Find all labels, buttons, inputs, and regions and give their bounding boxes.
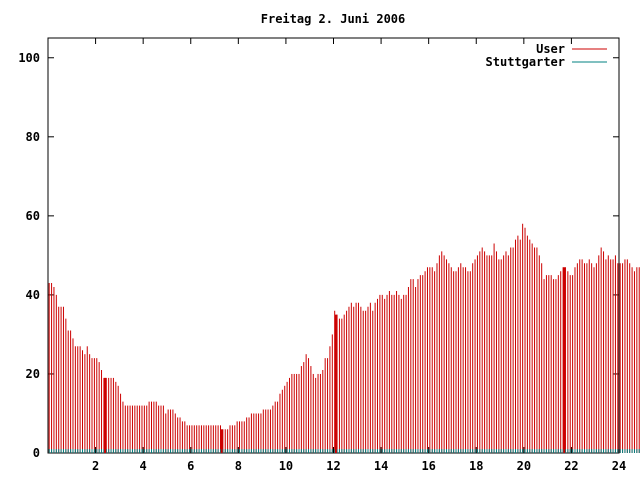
x-tick-label: 14	[374, 459, 388, 473]
chart-title: Freitag 2. Juni 2006	[261, 12, 406, 26]
x-tick-label: 20	[517, 459, 531, 473]
y-tick-label: 100	[18, 51, 40, 65]
y-tick-label: 60	[26, 209, 40, 223]
y-tick-label: 0	[33, 446, 40, 460]
legend-label-user: User	[536, 42, 565, 56]
x-tick-label: 22	[564, 459, 578, 473]
y-tick-label: 40	[26, 288, 40, 302]
y-tick-label: 80	[26, 130, 40, 144]
x-tick-label: 24	[612, 459, 626, 473]
x-tick-label: 6	[187, 459, 194, 473]
x-tick-label: 18	[469, 459, 483, 473]
legend: User Stuttgarter	[486, 42, 607, 69]
x-tick-label: 4	[140, 459, 147, 473]
x-tick-label: 16	[421, 459, 435, 473]
x-tick-label: 12	[326, 459, 340, 473]
y-tick-label: 20	[26, 367, 40, 381]
x-tick-label: 10	[279, 459, 293, 473]
legend-label-stuttgarter: Stuttgarter	[486, 55, 565, 69]
plot-frame	[47, 37, 620, 454]
x-tick-label: 8	[235, 459, 242, 473]
x-tick-label: 2	[92, 459, 99, 473]
